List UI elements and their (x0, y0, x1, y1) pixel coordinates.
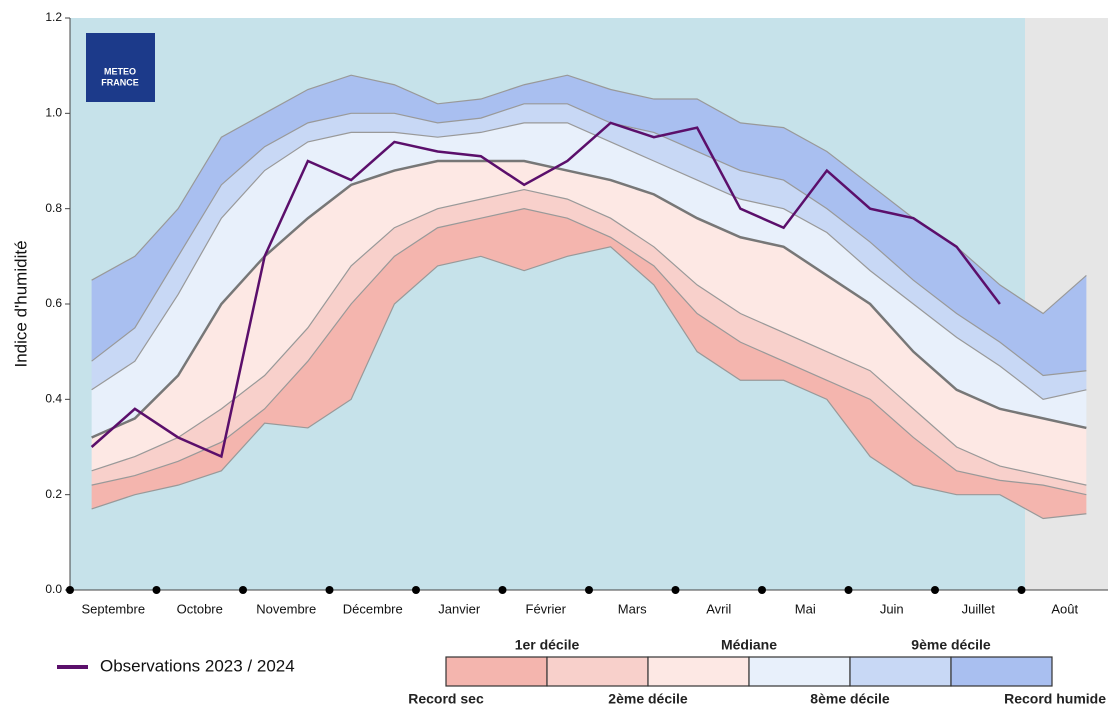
legend-label: 9ème décile (911, 637, 991, 653)
legend-band (546, 656, 649, 687)
band (91, 75, 1087, 376)
legend-band (445, 656, 548, 687)
x-tick-label: Novembre (256, 601, 316, 616)
month-dot (412, 586, 420, 594)
legend-label: 8ème décile (810, 691, 890, 707)
logo-box (86, 33, 155, 102)
legend-label: Médiane (721, 637, 777, 653)
band-line (91, 188, 1087, 486)
band (91, 208, 1087, 519)
band-line (91, 208, 1087, 496)
legend-label: Record humide (1004, 691, 1106, 707)
month-dot (671, 586, 680, 594)
month-dot (239, 586, 247, 594)
x-tick-label: Septembre (81, 601, 145, 616)
band (91, 161, 1087, 486)
legend-band (647, 656, 750, 687)
month-dot (1017, 586, 1026, 594)
band (91, 189, 1087, 495)
logo-text: FRANCE (101, 77, 139, 87)
band-line (91, 103, 1087, 377)
band-line (91, 122, 1087, 400)
legend-label: 1er décile (515, 637, 580, 653)
x-tick-label: Octobre (177, 601, 223, 616)
y-tick-label: 0.6 (45, 296, 62, 310)
legend-band (950, 656, 1053, 687)
observation-line (90, 121, 1001, 459)
month-dot (931, 586, 939, 594)
band-line (91, 246, 1087, 520)
legend-band (748, 656, 851, 687)
y-tick-label: 0.4 (45, 392, 62, 406)
x-tick-label: Mars (618, 601, 647, 616)
y-axis-label: Indice d'humidité (11, 240, 30, 367)
legend-label: 2ème décile (608, 691, 688, 707)
legend-label: Observations 2023 / 2024 (100, 656, 295, 675)
x-tick-label: Février (526, 601, 567, 616)
band-line (91, 159, 1087, 439)
month-dot (152, 586, 161, 594)
x-tick-label: Mai (795, 601, 816, 616)
month-dot (498, 586, 507, 594)
y-tick-label: 0.0 (45, 582, 62, 596)
y-tick-label: 1.2 (45, 10, 62, 24)
y-tick-label: 0.8 (45, 201, 62, 215)
x-tick-label: Janvier (438, 601, 481, 616)
month-dot (844, 586, 853, 594)
x-tick-label: Juin (880, 601, 904, 616)
logo-text: METEO (104, 66, 136, 76)
y-tick-label: 1.0 (45, 106, 62, 120)
month-dot (585, 586, 593, 594)
month-dot (758, 586, 766, 594)
x-tick-label: Août (1051, 601, 1078, 616)
month-dot (66, 586, 74, 594)
month-dot (325, 586, 334, 594)
y-tick-label: 0.2 (45, 487, 62, 501)
x-tick-label: Décembre (343, 601, 403, 616)
legend-band (849, 656, 952, 687)
legend-label: Record sec (408, 691, 484, 707)
x-tick-label: Juillet (962, 601, 996, 616)
x-tick-label: Avril (706, 601, 731, 616)
plot (90, 74, 1087, 520)
